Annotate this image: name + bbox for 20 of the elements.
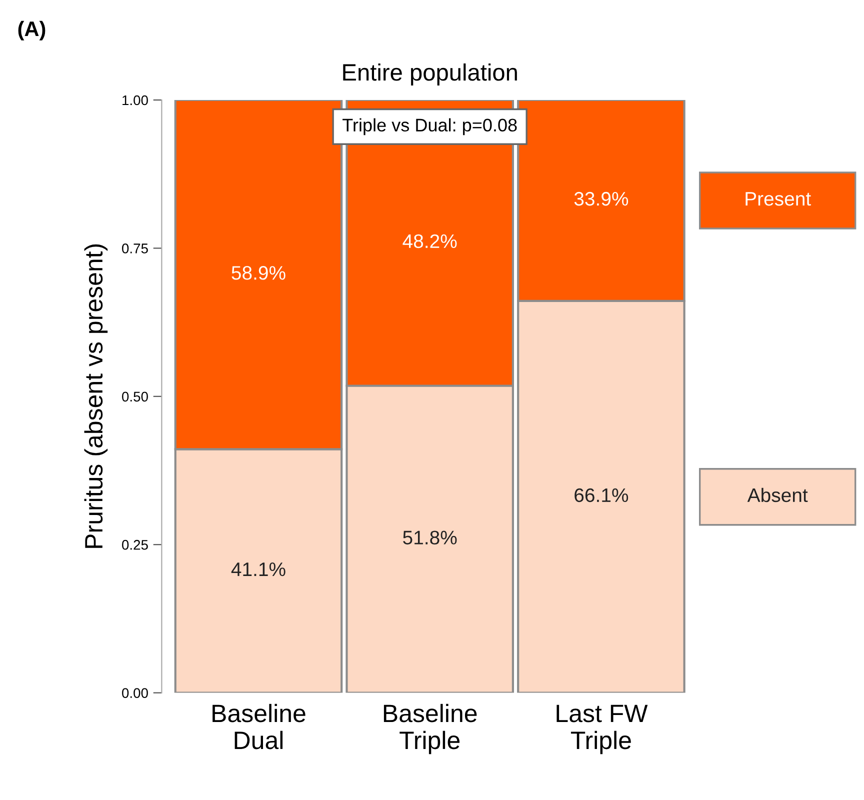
annotation: Triple vs Dual: p=0.08 (342, 118, 517, 136)
y-tick-label: 0.00 (122, 688, 148, 698)
chart-title: Entire population (343, 63, 517, 86)
y-tick-label: 0.25 (122, 540, 148, 550)
y-tick-label: 1.00 (122, 95, 148, 106)
x-tick-label: Baseline Dual (212, 704, 306, 750)
data-label: 58.9% (232, 266, 286, 280)
x-tick-label: Baseline Triple (384, 704, 477, 754)
data-label: 48.2% (402, 234, 457, 248)
y-tick-label: 0.75 (122, 244, 148, 254)
text: Absent (747, 488, 808, 502)
text: (A) (18, 20, 46, 40)
data-label: 51.8% (403, 530, 457, 544)
y-axis-title: Pruritus (absent vs present) (84, 244, 108, 548)
data-label: 66.1% (574, 488, 628, 502)
data-label: 41.1% (231, 562, 286, 576)
data-label: 33.9% (574, 192, 628, 206)
text: Present (746, 192, 811, 206)
y-tick-label: 0.50 (122, 392, 148, 402)
x-tick-label: Last FW Triple (556, 704, 648, 754)
